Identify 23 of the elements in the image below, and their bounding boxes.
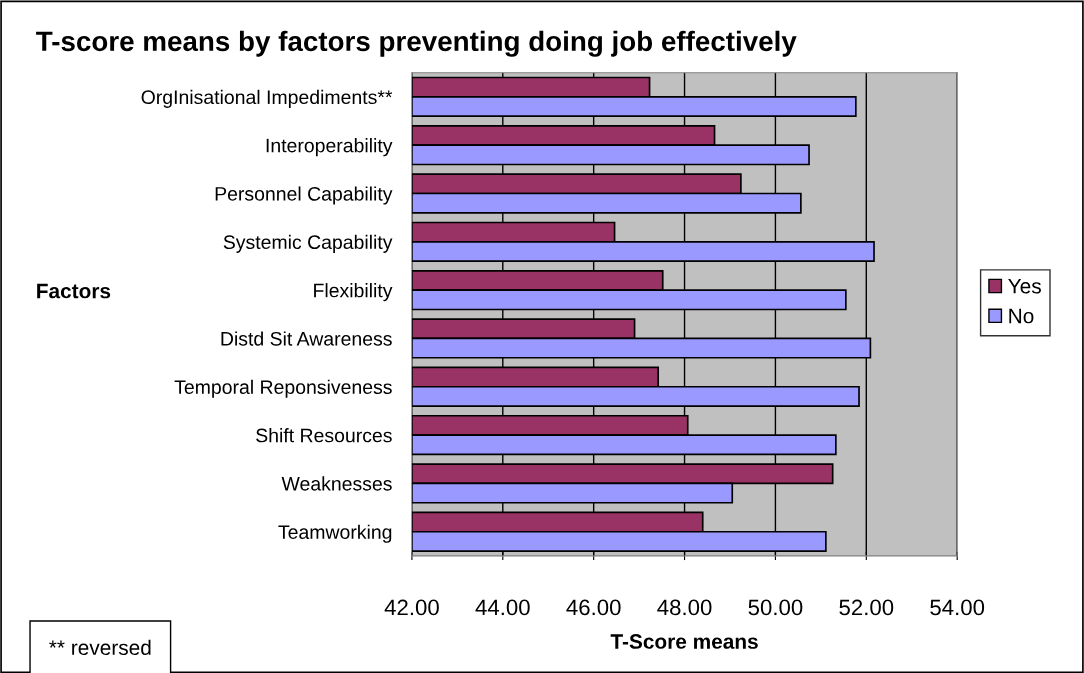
y-tick-label: Systemic Capability bbox=[223, 234, 393, 253]
y-tick-label: Shift Resources bbox=[256, 428, 392, 443]
y-tick-label: OrgInisational Impediments** bbox=[141, 89, 393, 108]
chart-title: T-score means by factors preventing doing job effectively bbox=[36, 30, 797, 57]
y-tick-label: Flexibility bbox=[314, 283, 393, 302]
x-tick-label: 42.00 bbox=[384, 599, 439, 616]
x-tick-label: 52.00 bbox=[839, 599, 894, 616]
x-tick-label: 54.00 bbox=[930, 599, 985, 616]
x-axis-title: T-Score means bbox=[610, 634, 758, 649]
x-tick-label: 44.00 bbox=[475, 599, 530, 616]
y-tick-label: Weaknesses bbox=[281, 476, 392, 491]
x-tick-label: 48.00 bbox=[657, 599, 712, 616]
y-tick-label: Teamworking bbox=[278, 524, 392, 543]
x-tick-label: 50.00 bbox=[748, 599, 803, 616]
y-tick-label: Interoperability bbox=[266, 138, 393, 157]
y-axis-title: Factors bbox=[37, 283, 111, 299]
text: ** reversed bbox=[49, 639, 151, 656]
y-tick-label: Distd Sit Awareness bbox=[221, 331, 392, 346]
legend-label: No bbox=[1009, 308, 1034, 324]
y-tick-label: Personnel Capability bbox=[215, 186, 393, 205]
x-tick-label: 46.00 bbox=[566, 599, 621, 616]
legend-label: Yes bbox=[1008, 278, 1041, 294]
y-tick-label: Temporal Reponsiveness bbox=[174, 379, 392, 398]
